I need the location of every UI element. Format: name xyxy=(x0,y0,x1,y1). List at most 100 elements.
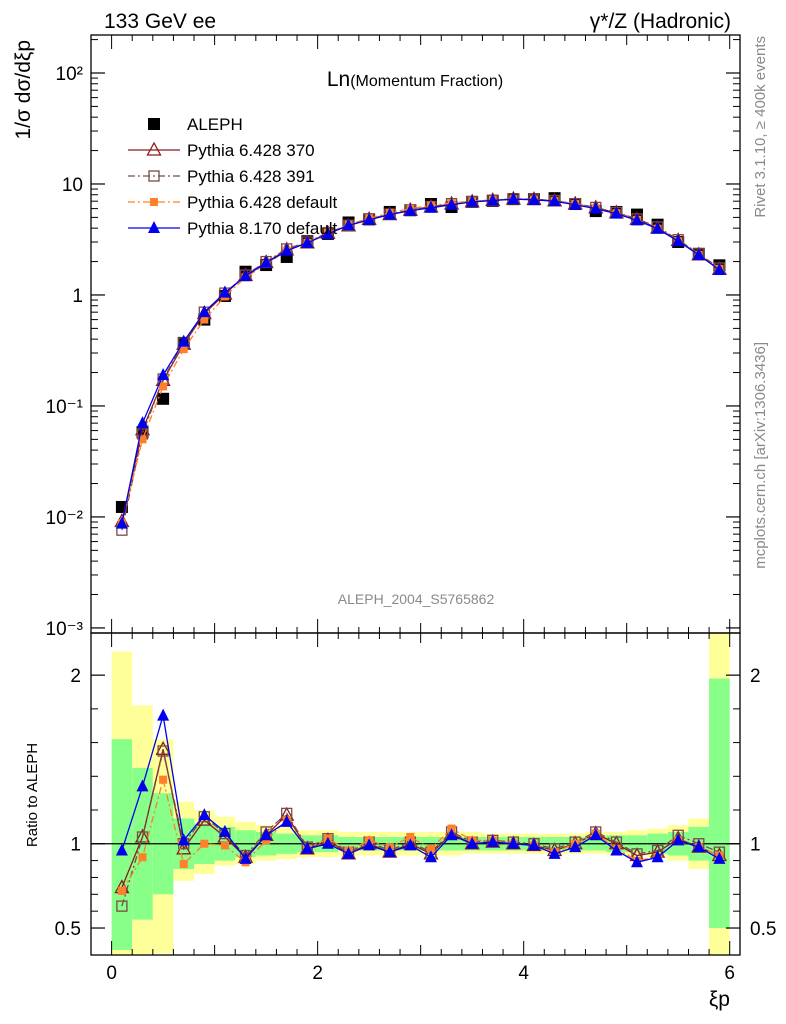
point-p8def xyxy=(424,200,437,213)
legend-marker-aleph xyxy=(148,118,160,130)
band-inner-bin xyxy=(709,678,730,929)
ratio-y-tick-label-right: 1 xyxy=(750,835,761,856)
point-p6def xyxy=(179,345,188,354)
series-line-p391 xyxy=(121,198,720,531)
series-line-p8def xyxy=(121,198,720,524)
ratio-point-p8def xyxy=(342,846,355,859)
header-right-title: γ*/Z (Hadronic) xyxy=(590,10,731,33)
y-tick-label: 10 xyxy=(62,175,83,196)
series-line-p6def xyxy=(121,198,720,524)
point-p8def xyxy=(610,206,623,219)
main-series xyxy=(114,190,727,536)
legend-label-p370: Pythia 6.428 370 xyxy=(187,141,315,160)
ratio-point-p8def xyxy=(363,838,376,851)
ratio-point-p370 xyxy=(155,740,171,755)
legend-label-p391: Pythia 6.428 391 xyxy=(187,167,315,186)
legend-label-p8def: Pythia 8.170 default xyxy=(187,219,338,238)
ratio-point-p8def xyxy=(136,779,149,792)
ratio-point-p6def xyxy=(220,841,229,850)
y-tick-label: 10² xyxy=(56,64,83,85)
ratio-point-p6def xyxy=(406,832,415,841)
y-tick-label: 1 xyxy=(72,286,83,307)
axes: 10⁻³ 10⁻² 10⁻¹ 1 10 10² 0 2 4 6 0.5 0.5 1 1 2 2 xyxy=(46,34,776,984)
point-p8def xyxy=(692,247,705,260)
ratio-y-tick-label-right: 2 xyxy=(750,666,761,687)
y-tick-label: 10⁻¹ xyxy=(46,397,84,418)
ratio-point-p8def xyxy=(383,845,396,858)
ratio-point-p391 xyxy=(116,900,128,912)
point-p8def xyxy=(713,262,726,275)
ratio-point-p8def xyxy=(239,851,252,864)
ratio-point-p8def xyxy=(301,841,314,854)
ratio-point-p8def xyxy=(486,835,499,848)
ratio-y-label: Ratio to ALEPH xyxy=(24,743,41,847)
legend-label-p6def: Pythia 6.428 default xyxy=(187,193,338,212)
series-line-p370 xyxy=(121,198,720,522)
ratio-point-p8def xyxy=(198,808,211,821)
point-p8def xyxy=(672,234,685,247)
ratio-point-p8def xyxy=(424,850,437,863)
point-p8def xyxy=(177,334,190,347)
x-tick-label: 0 xyxy=(106,963,117,984)
point-p8def xyxy=(466,194,479,207)
ratio-y-tick-label: 0.5 xyxy=(55,919,81,940)
ratio-series xyxy=(114,708,727,912)
ratio-point-p8def xyxy=(177,833,190,846)
x-tick-label: 6 xyxy=(724,963,735,984)
ratio-point-p6def xyxy=(159,775,168,784)
chart-title-paren: (Momentum Fraction) xyxy=(350,73,503,90)
ratio-point-p8def xyxy=(157,708,170,721)
point-p8def xyxy=(260,255,273,268)
point-p8def xyxy=(198,305,211,318)
point-p8def xyxy=(486,193,499,206)
ratio-point-p6def xyxy=(179,859,188,868)
ratio-point-p8def xyxy=(404,838,417,851)
x-axis-label: ξp xyxy=(709,988,730,1011)
point-p8def xyxy=(651,221,664,234)
point-p8def xyxy=(569,197,582,210)
y-tick-label: 10⁻² xyxy=(46,508,84,529)
ratio-point-p8def xyxy=(713,851,726,864)
chart-title-main: Ln xyxy=(327,68,350,91)
ratio-point-p8def xyxy=(630,855,643,868)
legend-marker-p8def xyxy=(148,221,160,233)
analysis-id: ALEPH_2004_S5765862 xyxy=(338,591,495,607)
ratio-y-tick-label: 2 xyxy=(70,666,81,687)
chart-title: Ln(Momentum Fraction) xyxy=(327,68,503,91)
legend: ALEPH Pythia 6.428 370 Pythia 6.428 391 Pyt… xyxy=(128,115,338,238)
ratio-point-p8def xyxy=(610,843,623,856)
ratio-line-p391 xyxy=(121,750,720,907)
ratio-point-p6def xyxy=(262,836,271,845)
ratio-point-p8def xyxy=(569,840,582,853)
point-p6def xyxy=(159,382,168,391)
ratio-point-p8def xyxy=(260,828,273,841)
ratio-point-p8def xyxy=(280,814,293,827)
ratio-point-p6def xyxy=(117,886,126,895)
point-p8def xyxy=(383,207,396,220)
point-p8def xyxy=(321,226,334,239)
y-tick-label: 10⁻³ xyxy=(46,619,84,640)
main-y-label: 1/σ dσ/dξp xyxy=(12,40,35,140)
point-p8def xyxy=(136,416,149,429)
point-p8def xyxy=(239,269,252,282)
point-p8def xyxy=(280,243,293,256)
mcplots-label: mcplots.cern.ch [arXiv:1306.3436] xyxy=(752,342,769,569)
point-p8def xyxy=(342,218,355,231)
point-p6def xyxy=(200,315,209,324)
point-aleph xyxy=(157,392,170,405)
ratio-point-p6def xyxy=(138,853,147,862)
ratio-point-p8def xyxy=(651,850,664,863)
ratio-point-p8def xyxy=(507,836,520,849)
point-p8def xyxy=(527,192,540,205)
ratio-point-p8def xyxy=(548,846,561,859)
ratio-point-p6def xyxy=(426,844,435,853)
legend-marker-p370 xyxy=(146,141,162,156)
point-p8def xyxy=(404,203,417,216)
ratio-point-p8def xyxy=(527,838,540,851)
point-p8def xyxy=(363,212,376,225)
ratio-point-p8def xyxy=(218,824,231,837)
ratio-point-p8def xyxy=(321,836,334,849)
ratio-point-p6def xyxy=(200,839,209,848)
ratio-frame xyxy=(90,632,741,956)
